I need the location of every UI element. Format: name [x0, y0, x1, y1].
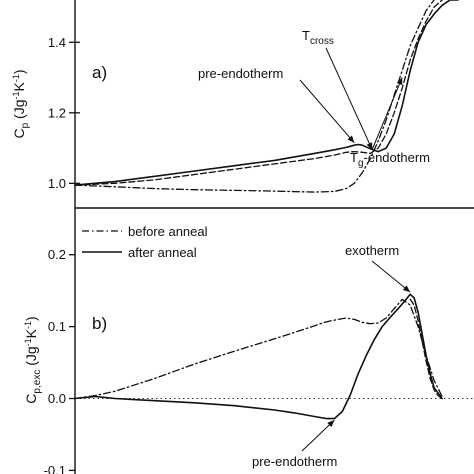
panel-b-series-dashed-2 — [409, 298, 443, 400]
panel-b-ytick-label-3: 0.2 — [48, 247, 66, 262]
legend-label-before-anneal: before anneal — [128, 224, 208, 239]
b-ylabel-exp2: -1 — [23, 321, 33, 329]
panel-a-y-ticks: 1.0 1.2 1.4 — [48, 35, 80, 191]
panel-b-series-solid-1 — [74, 293, 443, 420]
panel-a-y-axis-title: Cp (Jg-1K-1) — [11, 69, 31, 138]
a-ylabel-exp2: -1 — [11, 74, 21, 82]
panel-b-y-ticks: -0.1 0.0 0.1 0.2 — [44, 247, 75, 474]
panel-b-annotations: exotherm pre-endotherm — [252, 243, 399, 469]
panel-a-annotations: pre-endotherm Tcross Tg-endotherm — [198, 28, 430, 169]
panel-a-series — [74, 0, 459, 193]
panel-a-ytick-label-1: 1.2 — [48, 105, 66, 120]
legend-label-after-anneal: after anneal — [128, 245, 197, 260]
panel-a-series-solid-0 — [74, 0, 459, 186]
arrow-tg — [371, 77, 403, 151]
panel-b-y-axis-title: Cp,exc (Jg-1K-1) — [23, 316, 43, 403]
a-ylabel-pre: (Jg — [11, 100, 27, 123]
pre-endotherm-label-b: pre-endotherm — [252, 454, 337, 469]
panel-b-ytick-label-0: -0.1 — [44, 463, 66, 474]
panel-b-arrows — [301, 260, 411, 452]
exotherm-label: exotherm — [345, 243, 399, 258]
panel-b-ytick-label-1: 0.0 — [48, 391, 66, 406]
panel-a-ytick-label-0: 1.0 — [48, 176, 66, 191]
legend: before anneal after anneal — [82, 224, 208, 260]
arrow-pre-endotherm — [299, 79, 355, 144]
t-cross-main: T — [302, 28, 310, 43]
panel-a-series-dashdot-2 — [74, 0, 435, 193]
arrow-pre-endotherm-b — [301, 419, 335, 452]
a-ylabel-main: C — [11, 128, 27, 138]
b-ylabel-main: C — [23, 394, 39, 404]
a-ylabel-sub: p — [20, 122, 31, 128]
tg-rest: -endotherm — [364, 150, 430, 165]
panel-b-series-dashdot-0 — [74, 298, 443, 400]
panel-b: -0.1 0.0 0.1 0.2 b) before anneal after ann… — [23, 208, 474, 474]
tg-sub: g — [358, 158, 364, 169]
pre-endotherm-label-a: pre-endotherm — [198, 66, 283, 81]
t-cross-label: Tcross — [302, 28, 334, 47]
panel-b-ytick-label-2: 0.1 — [48, 319, 66, 334]
b-ylabel-mid: K — [23, 328, 39, 338]
panel-a-arrows — [299, 47, 403, 151]
tg-endotherm-label: Tg-endotherm — [350, 150, 430, 169]
panel-a-label: a) — [92, 63, 107, 82]
a-ylabel-mid: K — [11, 81, 27, 91]
a-ylabel-exp1: -1 — [11, 91, 21, 99]
b-ylabel-sub: p,exc — [32, 370, 43, 394]
t-cross-sub: cross — [310, 36, 334, 47]
arrow-tcross — [325, 47, 373, 151]
panel-a: 1.0 1.2 1.4 a) pre-endotherm Tcross Tg-end… — [11, 0, 474, 209]
b-ylabel-exp1: -1 — [23, 338, 33, 346]
arrow-exotherm — [371, 260, 411, 293]
panel-b-series — [74, 293, 443, 420]
a-ylabel-post: ) — [11, 69, 27, 74]
b-ylabel-pre: (Jg — [23, 346, 39, 369]
panel-a-series-dashed-1 — [74, 0, 443, 186]
b-ylabel-post: ) — [23, 316, 39, 321]
panel-b-label: b) — [92, 314, 107, 333]
tg-main: T — [350, 150, 358, 165]
panel-a-ytick-label-2: 1.4 — [48, 35, 66, 50]
